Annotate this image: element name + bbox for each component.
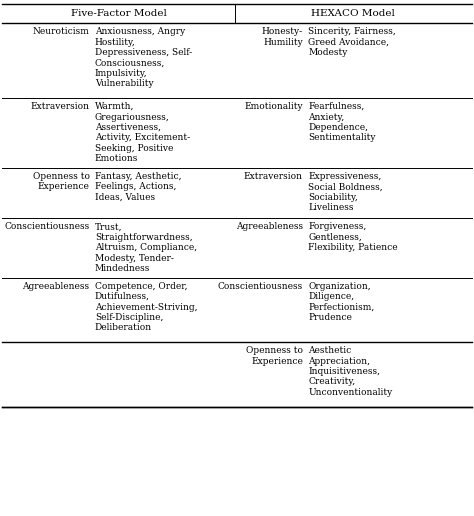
Text: Sincerity, Fairness,
Greed Avoidance,
Modesty: Sincerity, Fairness, Greed Avoidance, Mo… — [308, 27, 396, 57]
Text: Warmth,
Gregariousness,
Assertiveness,
Activity, Excitement-
Seeking, Positive
E: Warmth, Gregariousness, Assertiveness, A… — [95, 102, 190, 163]
Text: Agreeableness: Agreeableness — [236, 222, 303, 231]
Text: Honesty-
Humility: Honesty- Humility — [262, 27, 303, 47]
Text: Five-Factor Model: Five-Factor Model — [71, 9, 166, 18]
Text: Extraversion: Extraversion — [244, 172, 303, 181]
Text: Competence, Order,
Dutifulness,
Achievement-Striving,
Self-Discipline,
Deliberat: Competence, Order, Dutifulness, Achievem… — [95, 282, 197, 332]
Text: Trust,
Straightforwardness,
Altruism, Compliance,
Modesty, Tender-
Mindedness: Trust, Straightforwardness, Altruism, Co… — [95, 222, 197, 273]
Text: Agreeableness: Agreeableness — [22, 282, 90, 291]
Text: Fearfulness,
Anxiety,
Dependence,
Sentimentality: Fearfulness, Anxiety, Dependence, Sentim… — [308, 102, 375, 142]
Text: Neuroticism: Neuroticism — [33, 27, 90, 36]
Text: Conscientiousness: Conscientiousness — [218, 282, 303, 291]
Text: Fantasy, Aesthetic,
Feelings, Actions,
Ideas, Values: Fantasy, Aesthetic, Feelings, Actions, I… — [95, 172, 181, 202]
Text: Forgiveness,
Gentleness,
Flexibility, Patience: Forgiveness, Gentleness, Flexibility, Pa… — [308, 222, 398, 252]
Text: Openness to
Experience: Openness to Experience — [246, 346, 303, 366]
Text: Emotionality: Emotionality — [244, 102, 303, 111]
Text: Expressiveness,
Social Boldness,
Sociability,
Liveliness: Expressiveness, Social Boldness, Sociabi… — [308, 172, 383, 212]
Text: Aesthetic
Appreciation,
Inquisitiveness,
Creativity,
Unconventionality: Aesthetic Appreciation, Inquisitiveness,… — [308, 346, 392, 397]
Text: Anxiousness, Angry
Hostility,
Depressiveness, Self-
Consciousness,
Impulsivity,
: Anxiousness, Angry Hostility, Depressive… — [95, 27, 192, 88]
Text: Extraversion: Extraversion — [31, 102, 90, 111]
Text: Organization,
Diligence,
Perfectionism,
Prudence: Organization, Diligence, Perfectionism, … — [308, 282, 374, 322]
Text: HEXACO Model: HEXACO Model — [311, 9, 395, 18]
Text: Conscientiousness: Conscientiousness — [4, 222, 90, 231]
Text: Openness to
Experience: Openness to Experience — [33, 172, 90, 191]
